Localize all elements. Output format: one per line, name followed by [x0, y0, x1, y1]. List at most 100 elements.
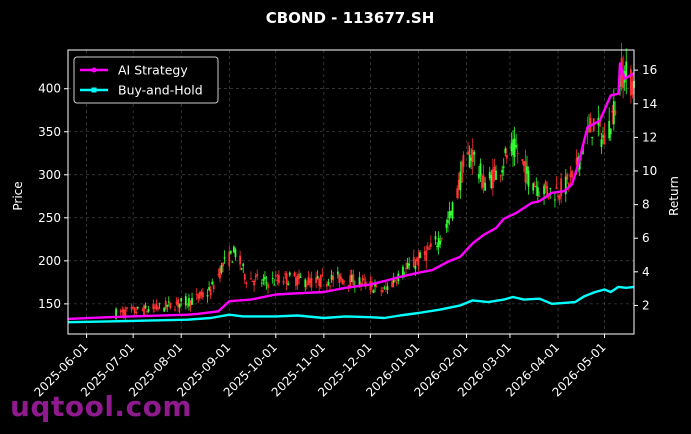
- candle-body: [211, 281, 214, 285]
- candle-body: [310, 277, 313, 288]
- candle-body: [264, 276, 266, 279]
- candle-body: [121, 309, 124, 313]
- candle-body: [560, 178, 563, 197]
- candle-body: [304, 279, 307, 288]
- plot-border: [67, 49, 635, 335]
- candle-body: [523, 161, 525, 166]
- candle-body: [136, 306, 139, 309]
- chart-title: CBOND - 113677.SH: [266, 9, 435, 27]
- candle-body: [288, 272, 291, 276]
- y-axis-right-label: Return: [667, 176, 681, 216]
- candle-body: [456, 188, 459, 199]
- candle-body: [271, 277, 274, 279]
- candle-body: [631, 81, 634, 95]
- candle-body: [490, 174, 493, 188]
- candle-body: [273, 284, 276, 286]
- candle-body: [195, 294, 198, 296]
- candle-body: [197, 294, 200, 299]
- candle-body: [391, 281, 393, 287]
- candle-body: [167, 301, 170, 303]
- candle-body: [343, 281, 345, 283]
- candle-body: [439, 240, 442, 245]
- candle-body: [554, 199, 556, 201]
- candle-body: [293, 272, 296, 277]
- candle-body: [437, 238, 440, 248]
- candle-body: [419, 252, 421, 259]
- candle-body: [321, 274, 324, 276]
- candle-body: [412, 256, 415, 268]
- candle-body: [341, 278, 344, 285]
- candle-body: [512, 139, 514, 156]
- candle-body: [591, 137, 594, 139]
- candle-body: [380, 290, 383, 292]
- candle-body: [381, 290, 384, 292]
- candle-body: [467, 151, 469, 155]
- candle-body: [555, 186, 558, 189]
- candle-body: [332, 276, 335, 281]
- candle-body: [428, 248, 431, 250]
- candle-body: [462, 154, 465, 167]
- y-left-tick-label: 350: [38, 125, 61, 139]
- candle-body: [338, 274, 341, 283]
- candle-body: [124, 310, 127, 318]
- candle-body: [287, 283, 290, 286]
- candle-body: [386, 286, 389, 290]
- candle-body: [440, 238, 443, 240]
- candle-body: [402, 266, 404, 278]
- candle-body: [267, 284, 269, 288]
- candle-body: [436, 245, 438, 247]
- candle-body: [206, 295, 209, 297]
- candle-body: [163, 307, 166, 312]
- candle-body: [349, 275, 352, 287]
- grid: [68, 50, 634, 334]
- candle-body: [622, 69, 625, 89]
- candle-body: [250, 278, 252, 280]
- candle-body: [625, 61, 628, 80]
- candle-body: [468, 154, 471, 168]
- candle-body: [260, 282, 263, 284]
- candle-body: [329, 285, 331, 287]
- y-right-tick-label: 2: [642, 298, 650, 312]
- candle-body: [178, 303, 181, 308]
- candle-body: [471, 149, 474, 162]
- candle-body: [316, 275, 319, 279]
- candle-body: [426, 246, 429, 250]
- candle-body: [240, 268, 243, 270]
- candle-body: [493, 166, 496, 172]
- candle-body: [473, 152, 476, 155]
- candle-body: [242, 263, 245, 267]
- candle-body: [482, 175, 485, 188]
- y-right-tick-label: 14: [642, 97, 657, 111]
- candle-body: [360, 282, 362, 286]
- candle-body: [447, 219, 449, 224]
- candle-body: [384, 287, 387, 289]
- candle-body: [115, 308, 117, 319]
- candle-body: [327, 282, 330, 285]
- candle-body: [144, 305, 147, 309]
- candle-body: [405, 267, 407, 269]
- candle-body: [450, 210, 452, 216]
- candle-body: [445, 223, 448, 228]
- candle-body: [504, 148, 507, 154]
- candle-body: [457, 179, 460, 190]
- candle-body: [423, 251, 426, 255]
- candle-body: [414, 265, 417, 270]
- candle-body: [282, 280, 285, 284]
- legend-label-buy-and-hold: Buy-and-Hold: [118, 83, 203, 98]
- candle-body: [184, 296, 187, 306]
- candle-body: [326, 284, 328, 287]
- candle-body: [208, 287, 211, 291]
- candle-body: [406, 262, 409, 269]
- y-right-tick-label: 10: [642, 164, 657, 178]
- candle-body: [166, 305, 169, 307]
- candle-body: [448, 211, 451, 219]
- candle-body: [212, 285, 215, 289]
- candle-body: [612, 101, 615, 125]
- candle-body: [460, 162, 463, 183]
- y-right-tick-label: 4: [642, 265, 650, 279]
- candle-body: [535, 186, 538, 188]
- candle-body: [538, 195, 541, 197]
- candle-body: [544, 181, 547, 189]
- candle-body: [549, 188, 552, 190]
